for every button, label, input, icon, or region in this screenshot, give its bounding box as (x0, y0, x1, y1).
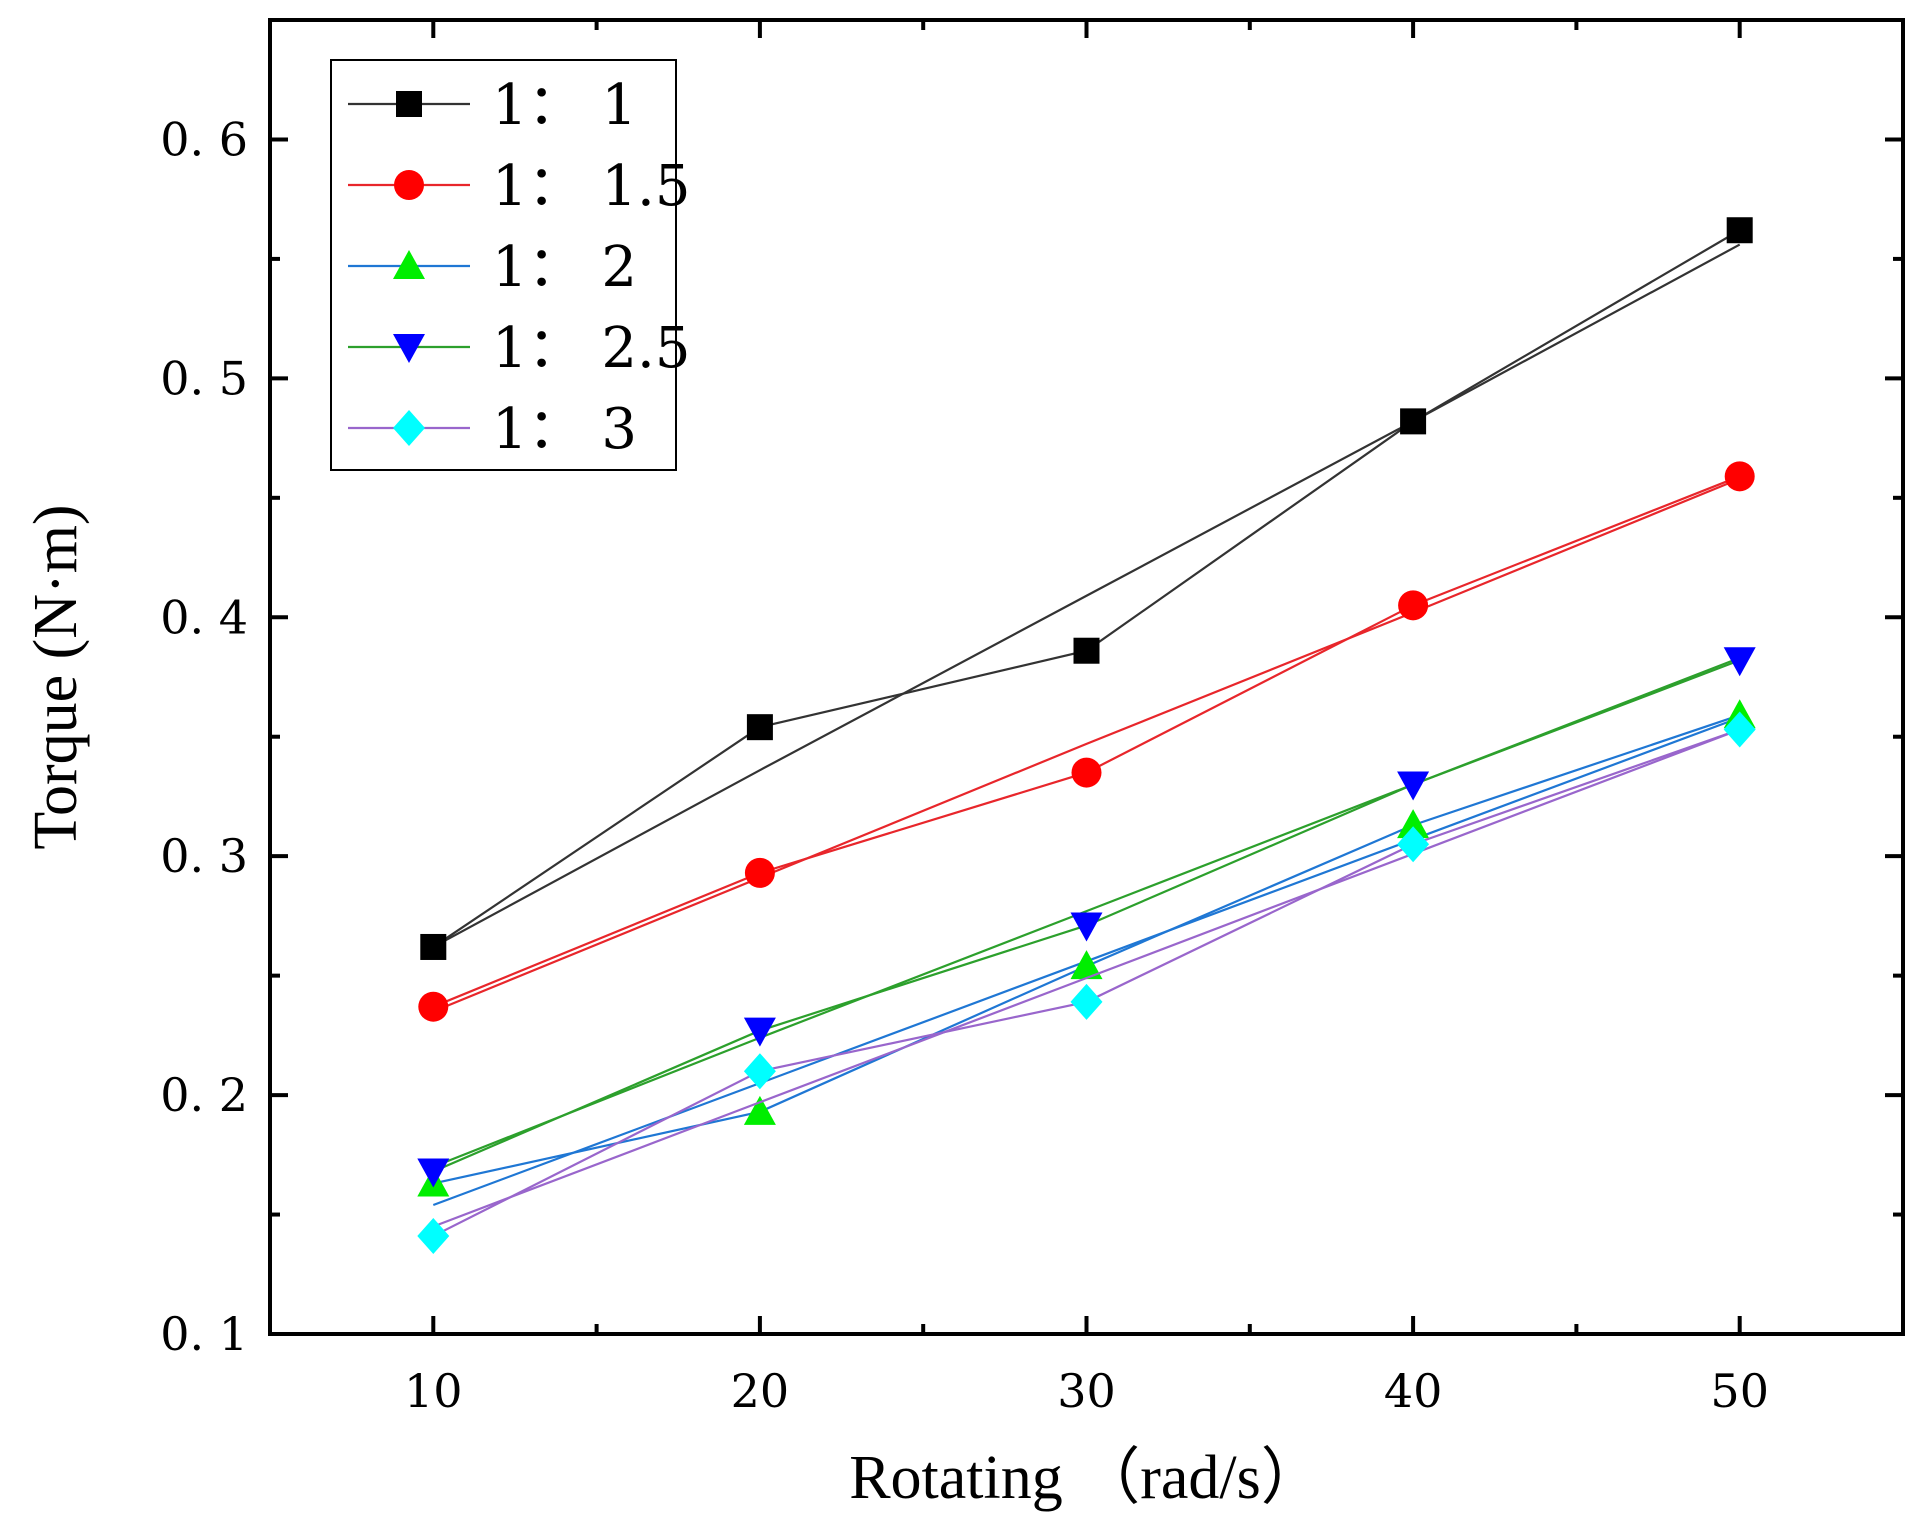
data-point (744, 857, 775, 888)
series-layer (417, 217, 1756, 1255)
data-point (420, 933, 447, 960)
data-point (1073, 637, 1100, 664)
data-point (418, 991, 449, 1022)
data-point (743, 1017, 776, 1047)
ticks-layer: 10 20 30 40 50 0. 1 0. 2 0. 3 0. 4 0. 5 0. 6 (160, 20, 1903, 1418)
y-tick-label: 0. 2 (160, 1068, 248, 1122)
series-5 (417, 711, 1756, 1255)
legend-marker (393, 250, 425, 279)
legend-marker (393, 334, 425, 363)
x-tick-label: 30 (1057, 1364, 1116, 1418)
series-line (432, 728, 1741, 1238)
data-point (1398, 590, 1429, 621)
fit-line (432, 728, 1741, 1228)
x-tick-label: 10 (404, 1364, 463, 1418)
series-2 (418, 461, 1755, 1022)
data-point (746, 714, 773, 741)
data-point (417, 1218, 450, 1255)
series-4 (417, 647, 1756, 1188)
data-point (1723, 647, 1756, 677)
legend-label: 1： 2 (492, 235, 637, 300)
data-point (1400, 408, 1427, 435)
data-point (417, 1158, 450, 1188)
x-tick-label: 50 (1710, 1364, 1769, 1418)
data-point (1070, 983, 1103, 1020)
fit-line (432, 477, 1741, 1013)
data-point (1397, 826, 1430, 863)
legend-label: 1： 1.5 (492, 154, 691, 219)
data-point (1070, 912, 1103, 942)
data-point (1397, 809, 1430, 839)
data-point (1071, 757, 1102, 788)
y-tick-label: 0. 3 (160, 829, 248, 883)
legend-label: 1： 2.5 (492, 316, 691, 381)
legend-marker (396, 91, 422, 117)
legend-marker (394, 170, 424, 200)
y-tick-label: 0. 1 (160, 1307, 248, 1361)
legend-label: 1： 1 (492, 73, 637, 138)
x-axis-title: Rotating （rad/s） (849, 1444, 1323, 1512)
fit-line (432, 243, 1741, 948)
data-point (743, 1095, 776, 1125)
legend-label: 1： 3 (492, 397, 637, 462)
y-tick-label: 0. 6 (160, 112, 248, 166)
y-tick-label: 0. 5 (160, 351, 248, 405)
y-axis-title: Torque (N·m) (22, 504, 90, 849)
legend: 1： 1 1： 1.5 1： 2 1： 2.5 1： 3 (330, 59, 691, 471)
y-tick-label: 0. 4 (160, 590, 248, 644)
data-point (1397, 771, 1430, 801)
data-point (1723, 711, 1756, 748)
fit-line (432, 656, 1741, 1168)
legend-marker (393, 410, 425, 446)
data-point (1724, 461, 1755, 492)
x-tick-label: 40 (1384, 1364, 1443, 1418)
data-point (743, 1053, 776, 1090)
x-tick-label: 20 (731, 1364, 790, 1418)
data-point (1726, 217, 1753, 244)
series-1 (420, 217, 1753, 960)
data-point (1070, 950, 1103, 980)
